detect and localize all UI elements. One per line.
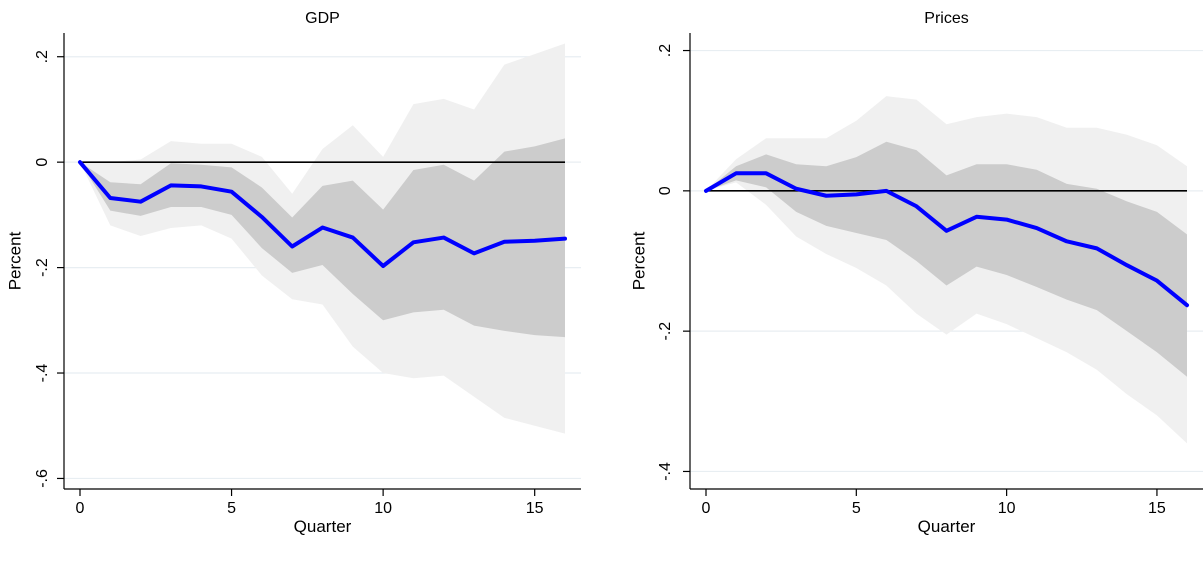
- x-tick-label: 0: [76, 500, 85, 517]
- y-axis-label: Percent: [5, 231, 24, 290]
- gdp-panel: .2 0 -.2 -.4 -.6 0 5 10 15 GDP Quarter Percent: [5, 10, 581, 536]
- y-tick-label: -.2: [34, 258, 51, 277]
- x-axis-label: Quarter: [294, 517, 352, 536]
- x-tick-label: 5: [852, 500, 861, 517]
- x-tick-label: 0: [702, 500, 711, 517]
- x-tick-label: 15: [1148, 500, 1166, 517]
- x-tick-label: 10: [998, 500, 1016, 517]
- chart-title: Prices: [924, 10, 968, 27]
- y-tick-label: -.4: [34, 364, 51, 383]
- y-tick-label: 0: [34, 158, 51, 167]
- y-tick-label: .2: [657, 44, 674, 57]
- estimate-line: [78, 160, 567, 269]
- estimate-line: [704, 171, 1189, 308]
- y-tick-label: .2: [34, 50, 51, 63]
- x-tick-label: 10: [374, 500, 392, 517]
- y-tick-label: -.4: [657, 462, 674, 481]
- y-tick-label: 0: [657, 186, 674, 195]
- x-tick-label: 5: [227, 500, 236, 517]
- chart-title: GDP: [305, 10, 340, 27]
- y-axis-label: Percent: [629, 231, 648, 290]
- y-tick-label: -.6: [34, 469, 51, 488]
- inner-band: [706, 141, 1187, 377]
- y-tick-label: -.2: [657, 322, 674, 341]
- x-axis-label: Quarter: [918, 517, 976, 536]
- prices-panel: .2 0 -.2 -.4 0 5 10 15 Prices Quarter Percent: [629, 10, 1203, 536]
- x-tick-label: 15: [526, 500, 544, 517]
